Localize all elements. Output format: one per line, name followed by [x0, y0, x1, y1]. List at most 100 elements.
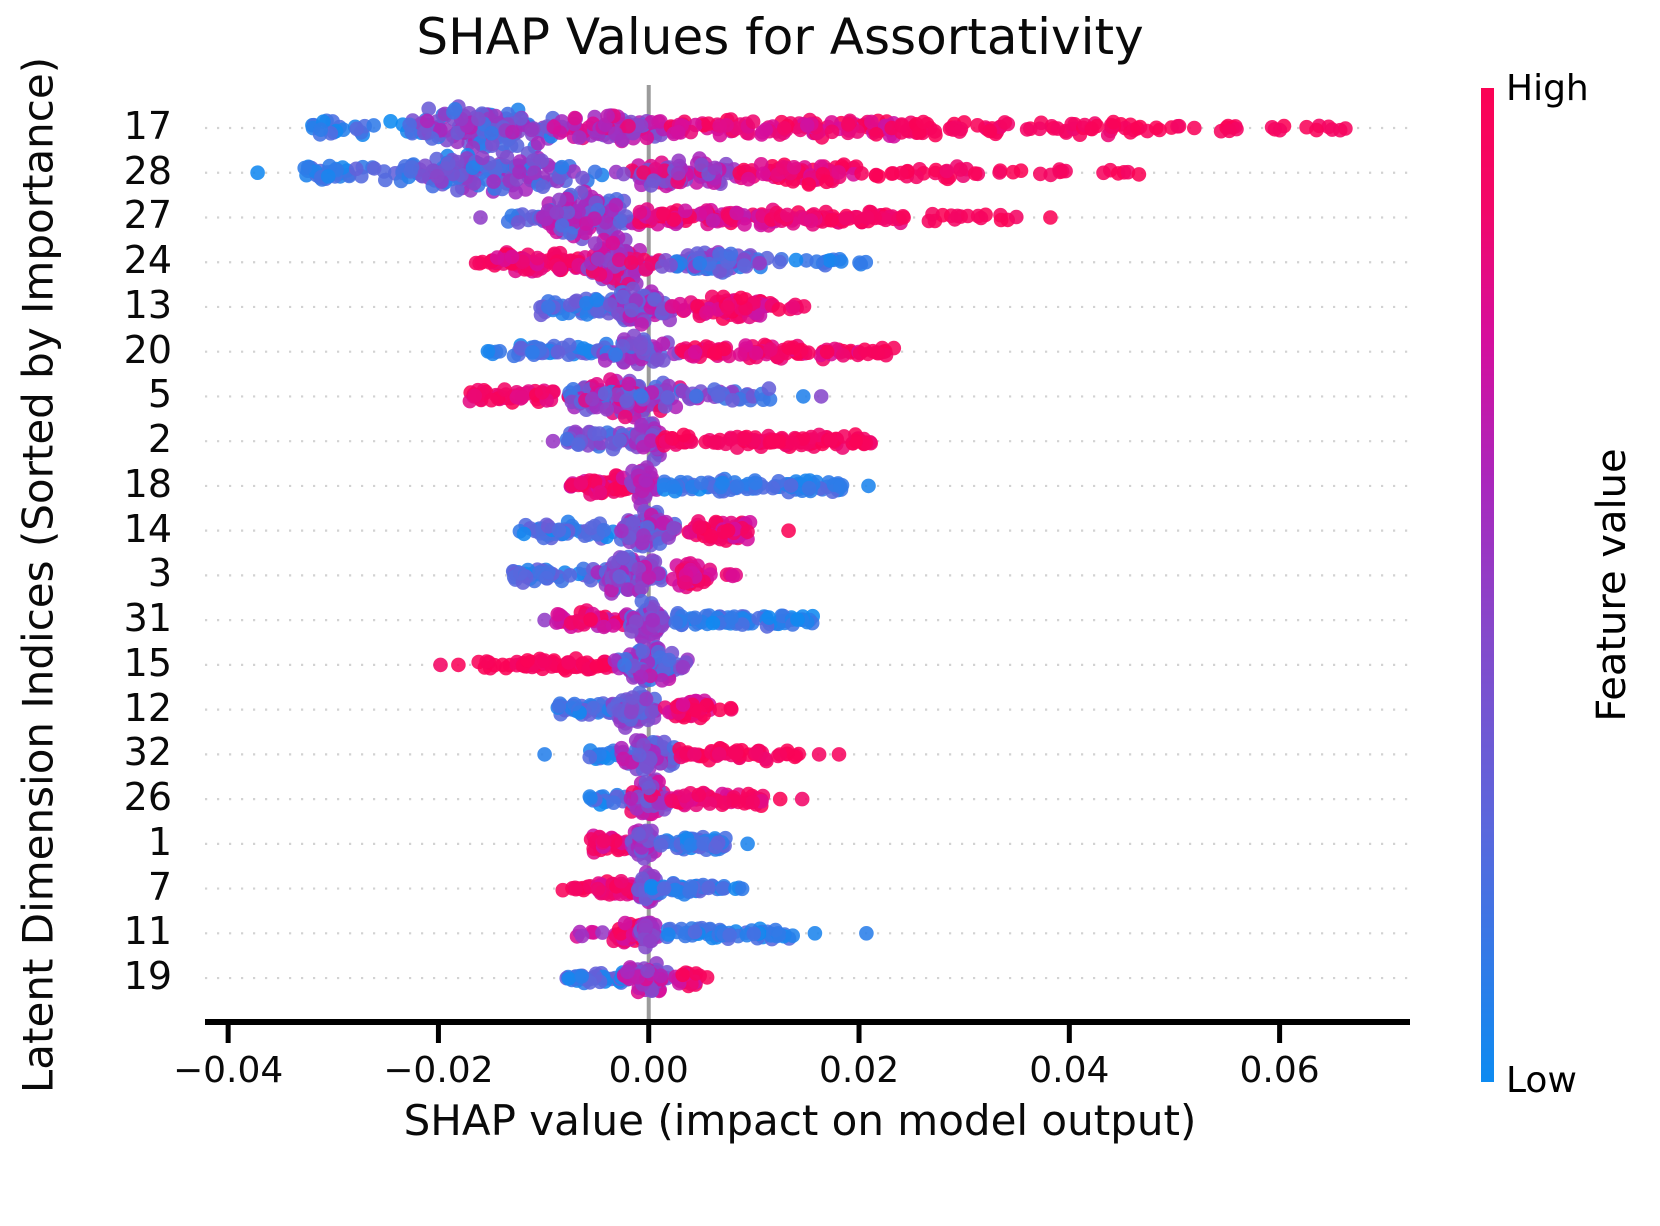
shap-dot: [624, 255, 639, 270]
shap-dot: [473, 210, 488, 225]
shap-dot: [664, 793, 680, 809]
shap-dot: [616, 166, 631, 182]
shap-dot: [997, 115, 1013, 130]
shap-dot: [801, 177, 817, 192]
x-tick-label: −0.02: [383, 1050, 494, 1091]
shap-dot: [561, 971, 576, 986]
shap-dot: [504, 249, 520, 265]
x-axis-label: SHAP value (impact on model output): [403, 1096, 1197, 1145]
shap-dot: [623, 704, 639, 720]
shap-dot: [617, 657, 632, 673]
y-tick-label-12: 12: [123, 685, 172, 730]
shap-dot: [993, 212, 1009, 228]
beeswarm-row-5: [462, 372, 829, 425]
y-tick-label-2: 2: [147, 417, 172, 462]
shap-dot: [811, 747, 827, 762]
beeswarm-row-26: [582, 772, 810, 822]
y-tick-label-27: 27: [123, 193, 172, 238]
colorbar: [1481, 88, 1494, 1082]
shap-dot: [796, 389, 811, 404]
shap-dot: [585, 391, 600, 407]
beeswarm-row-11: [569, 915, 874, 955]
shap-dot: [592, 485, 608, 500]
shap-dot: [484, 392, 499, 408]
shap-dot: [678, 575, 693, 590]
shap-dot: [560, 204, 576, 220]
shap-dot: [608, 347, 623, 363]
x-axis-ticks: [225, 1025, 1283, 1043]
shap-dot: [1032, 121, 1047, 137]
y-tick-label-15: 15: [123, 640, 172, 685]
shap-dot: [489, 250, 505, 265]
shap-dot: [349, 121, 365, 137]
shap-dot: [833, 254, 849, 269]
shap-dot: [761, 381, 777, 396]
shap-dot: [723, 246, 739, 262]
shap-dot: [608, 197, 624, 213]
shap-dot: [465, 160, 481, 175]
shap-dot: [688, 966, 704, 981]
shap-dot: [484, 125, 499, 141]
shap-dot: [320, 169, 336, 184]
shap-dot: [583, 832, 599, 847]
shap-dot: [772, 254, 787, 270]
shap-dot: [653, 838, 669, 853]
shap-dot: [660, 390, 676, 405]
shap-dot: [526, 153, 541, 168]
shap-dot: [513, 566, 528, 581]
beeswarm-row-19: [559, 956, 715, 1000]
shap-dot: [534, 385, 550, 400]
shap-dot: [729, 479, 745, 494]
shap-dot: [706, 435, 722, 450]
x-tick-label: 0.04: [1029, 1050, 1110, 1091]
shap-dot: [636, 165, 651, 180]
shap-dot: [831, 165, 846, 180]
shap-dot: [611, 252, 627, 268]
shap-dot: [562, 568, 578, 583]
shap-dot: [650, 352, 665, 368]
shap-dot: [939, 163, 955, 179]
shap-dot: [645, 599, 661, 615]
shap-dot: [691, 787, 706, 803]
shap-dot: [492, 344, 508, 359]
shap-dot: [748, 745, 764, 761]
shap-dot: [692, 255, 707, 271]
shap-dot: [723, 700, 739, 716]
shap-dot: [710, 388, 726, 404]
shap-dot: [633, 335, 648, 351]
shap-dot: [567, 880, 583, 896]
shap-dot: [633, 669, 649, 685]
shap-dot: [605, 235, 620, 251]
shap-dot: [446, 104, 461, 120]
shap-dot: [740, 524, 755, 539]
shap-dot: [511, 215, 526, 230]
shap-dot: [687, 610, 703, 626]
shap-dot: [647, 292, 662, 307]
shap-dot: [699, 305, 714, 320]
beeswarm-row-2: [545, 416, 878, 467]
x-tick-label: 0.00: [608, 1050, 689, 1091]
shap-dot: [720, 300, 735, 315]
shap-dot: [612, 433, 627, 448]
shap-dot: [635, 644, 651, 659]
shap-dot: [884, 166, 899, 181]
shap-dot: [546, 119, 562, 135]
shap-dot: [708, 839, 723, 855]
shap-dot: [755, 125, 770, 140]
shap-dot: [1309, 122, 1324, 138]
shap-dot: [1009, 209, 1024, 225]
shap-dot: [667, 882, 683, 898]
shap-dot: [675, 967, 690, 983]
shap-dot: [678, 203, 693, 219]
shap-dot: [870, 345, 886, 361]
x-tick-label: 0.06: [1239, 1050, 1320, 1091]
shap-dot: [505, 124, 520, 140]
shap-dot: [668, 615, 683, 630]
shap-dot: [582, 789, 598, 804]
shap-dot: [520, 653, 535, 668]
shap-dot: [664, 299, 680, 314]
shap-dot: [621, 118, 636, 134]
shap-dot: [953, 162, 968, 177]
shap-dot: [1170, 119, 1185, 134]
